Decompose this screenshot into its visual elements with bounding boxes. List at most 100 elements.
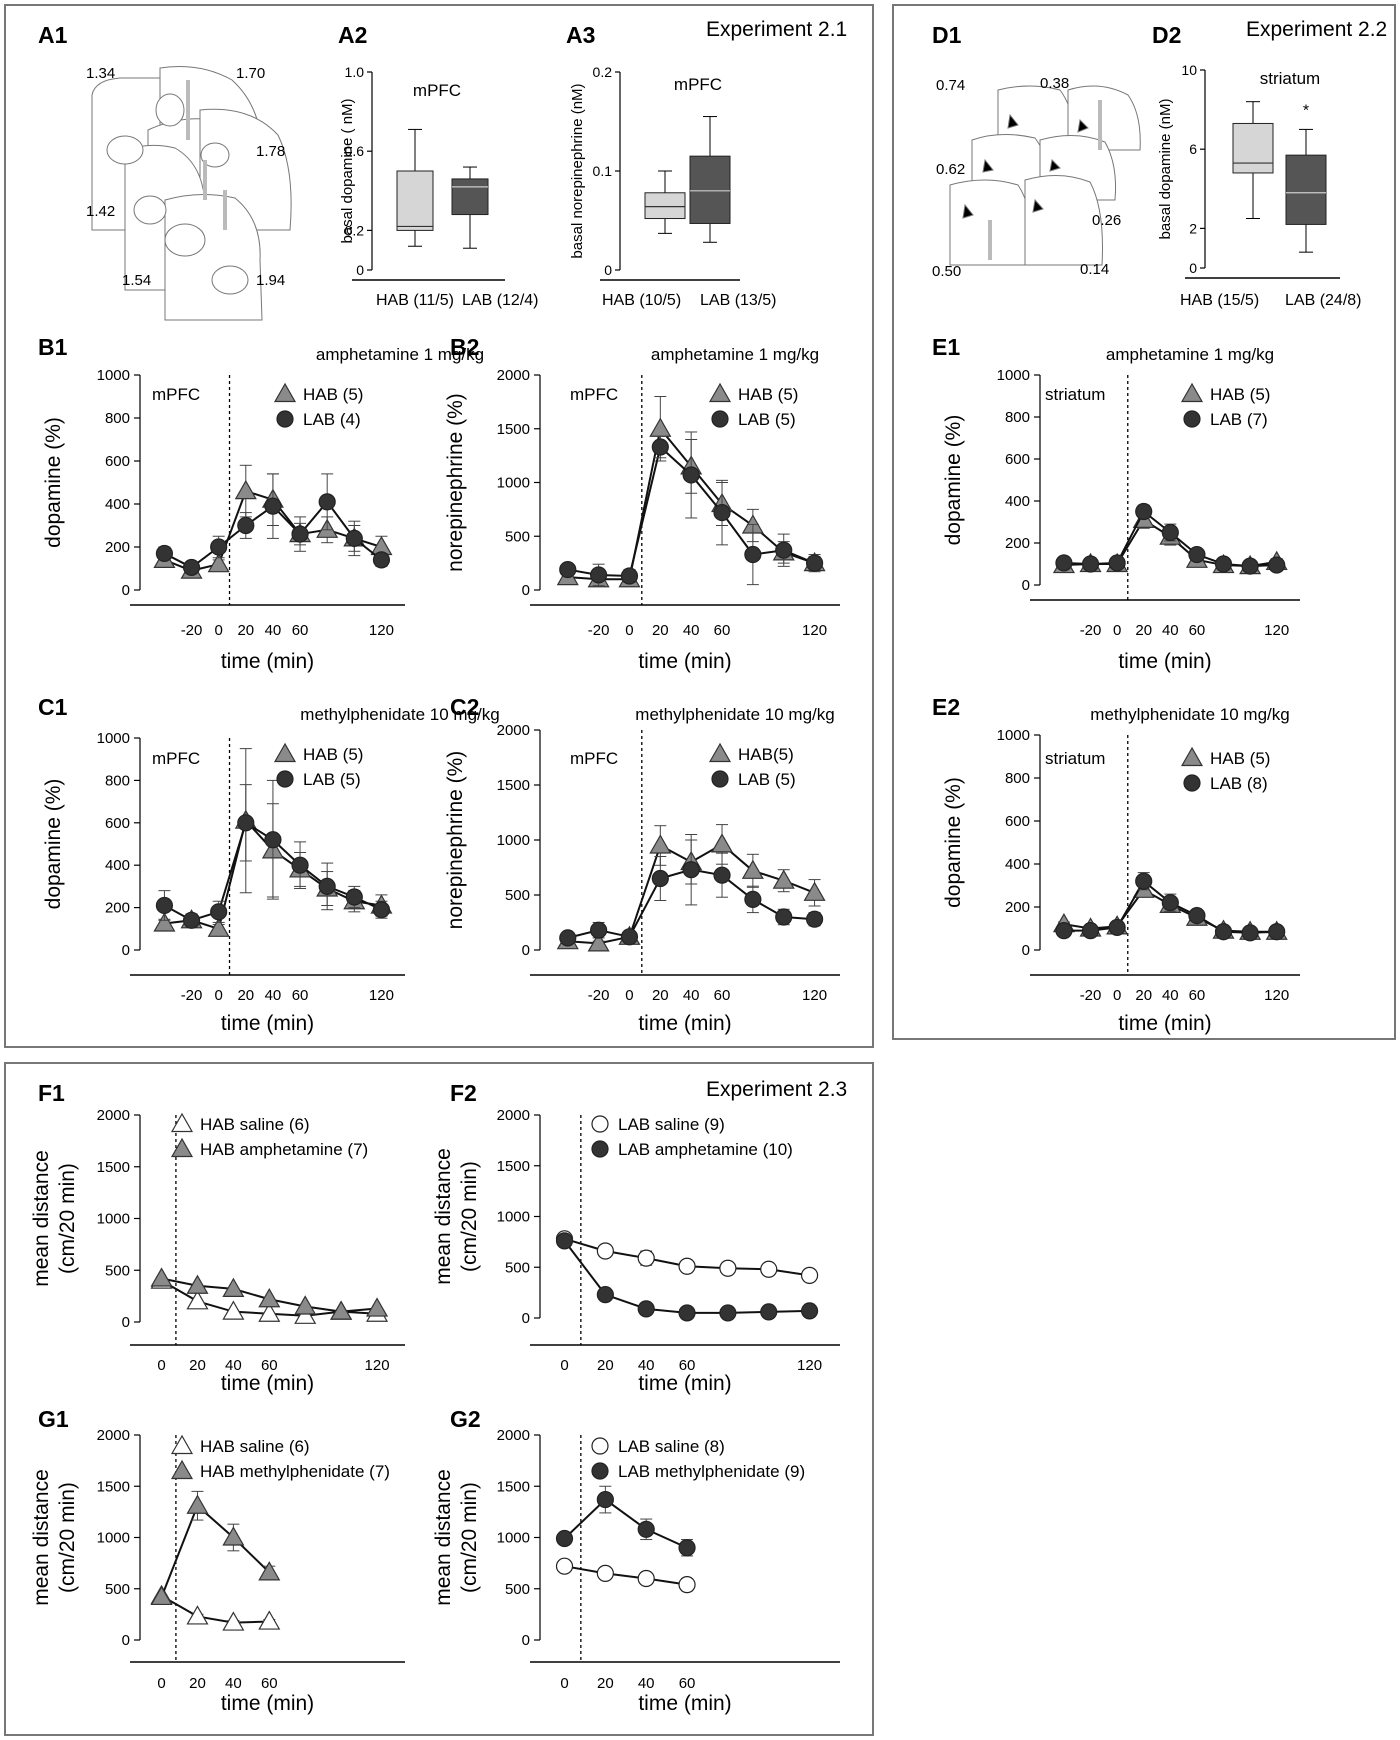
atlas-a1-labels: 1.34 1.70 1.78 1.42 1.54 1.94: [86, 65, 285, 289]
box-0: [1232, 101, 1274, 219]
chart-f2: 0 500 1000 1500 2000 0 20 40 60 120 time (min) mean…: [432, 1107, 840, 1395]
marker-circle: [651, 869, 669, 888]
chart-title: amphetamine 1 mg/kg: [651, 345, 819, 364]
marker-circle: [744, 545, 762, 564]
series-1: [150, 1267, 389, 1320]
marker-triangle: [222, 1277, 245, 1297]
marker-circle: [210, 903, 228, 921]
x-tick-label: 20: [597, 1675, 614, 1692]
marker-circle: [596, 1286, 614, 1304]
marker-circle: [651, 438, 669, 456]
marker-triangle: [258, 1302, 281, 1322]
panel-label-e2: E2: [932, 694, 961, 720]
marker-circle: [596, 1564, 614, 1582]
x-tick-label: 0: [157, 1357, 165, 1374]
box-body: [644, 192, 686, 220]
chart-f1: 0 500 1000 1500 2000 0 20 40 60 120 time (min) mean…: [30, 1107, 405, 1395]
marker-circle: [1108, 554, 1126, 572]
x-axis-title: time (min): [221, 1692, 314, 1715]
y-axis-title: (cm/20 min): [56, 1163, 79, 1274]
marker-circle: [1108, 918, 1126, 937]
marker-triangle: [708, 382, 732, 403]
legend-label: LAB (8): [1210, 774, 1268, 793]
marker-triangle: [186, 1605, 209, 1625]
y-axis-title: mean distance: [30, 1469, 53, 1606]
x-tick-label: 120: [1264, 622, 1289, 639]
marker-circle: [591, 1140, 609, 1158]
marker-circle: [719, 1304, 737, 1322]
series-1: [559, 431, 824, 587]
category-label: LAB (13/5): [700, 292, 776, 309]
y-tick-label: 800: [105, 772, 130, 789]
marker-circle: [805, 910, 824, 928]
box-body: [1232, 122, 1274, 174]
marker-circle: [1241, 924, 1259, 942]
chart-c1: 0 200 400 600 800 1000 -20 0 20 40 60 120 time (min)…: [42, 705, 500, 1035]
legend-label: HAB (5): [738, 385, 798, 404]
x-tick-label: 60: [261, 1675, 278, 1692]
y-tick-label: 6: [1189, 141, 1197, 157]
chart-e2: 0 200 400 600 800 1000 -20 0 20 40 60 120 time (min)…: [942, 705, 1300, 1035]
marker-circle: [291, 525, 309, 543]
marker-circle: [678, 1539, 696, 1557]
marker-circle: [345, 888, 363, 906]
series-1: [150, 1490, 281, 1606]
atlas-a1-level: 1.70: [236, 65, 265, 82]
atlas-d1-illustration: [949, 85, 1141, 266]
legend-label: HAB(5): [738, 745, 794, 764]
marker-circle: [264, 497, 282, 515]
marker-circle: [182, 558, 201, 577]
legend-label: LAB (7): [1210, 410, 1268, 429]
y-tick-label: 1000: [97, 367, 130, 384]
x-tick-label: -20: [588, 987, 610, 1004]
x-axis-title: time (min): [638, 650, 731, 673]
x-tick-label: 120: [802, 987, 827, 1004]
marker-triangle: [258, 1288, 281, 1308]
y-tick-label: 600: [105, 453, 130, 470]
y-tick-label: 2000: [97, 1427, 130, 1444]
chart-a3: 0 0.1 0.2 basal norepinephrine (nM) mPFC HAB …: [569, 64, 776, 309]
box-0: [644, 170, 686, 234]
experiment-2-2-title: Experiment 2.2: [1246, 18, 1388, 41]
x-tick-label: 40: [1162, 987, 1179, 1004]
y-axis-title: (cm/20 min): [56, 1482, 79, 1593]
y-tick-label: 0: [122, 1314, 130, 1331]
marker-triangle: [186, 1290, 209, 1310]
x-tick-label: 0: [214, 987, 222, 1004]
marker-triangle: [803, 881, 826, 901]
panel-label-b1: B1: [38, 334, 68, 360]
atlas-a1-level: 1.94: [256, 272, 285, 289]
y-tick-label: 1500: [497, 777, 530, 794]
marker-circle: [345, 529, 363, 548]
x-tick-label: -20: [1080, 622, 1102, 639]
y-axis-title: (cm/20 min): [458, 1482, 481, 1593]
y-tick-label: 800: [105, 410, 130, 427]
y-tick-label: 2000: [497, 1107, 530, 1124]
marker-triangle: [710, 833, 734, 853]
y-tick-label: 400: [1005, 493, 1030, 510]
marker-circle: [1183, 410, 1201, 428]
atlas-a1-illustration: [91, 66, 292, 321]
marker-triangle: [170, 1434, 194, 1455]
marker-circle: [805, 554, 824, 572]
y-tick-label: 0: [522, 582, 530, 599]
y-tick-label: 1.0: [345, 64, 365, 80]
marker-circle: [637, 1300, 655, 1318]
marker-triangle: [258, 1561, 281, 1581]
marker-circle: [1268, 923, 1286, 941]
category-label: LAB (12/4): [462, 292, 538, 309]
marker-circle: [1268, 556, 1286, 574]
y-axis-title: dopamine (%): [942, 415, 965, 546]
y-tick-label: 600: [105, 815, 130, 832]
y-tick-label: 1000: [497, 1209, 530, 1226]
marker-circle: [775, 541, 793, 559]
y-tick-label: 1500: [497, 1478, 530, 1495]
box-0: [396, 128, 434, 247]
y-axis-title: mean distance: [432, 1469, 455, 1606]
series-0: [555, 1230, 819, 1284]
legend-label: LAB (5): [303, 770, 361, 789]
marker-circle: [775, 908, 793, 926]
marker-circle: [555, 1529, 574, 1548]
marker-circle: [1241, 557, 1259, 575]
